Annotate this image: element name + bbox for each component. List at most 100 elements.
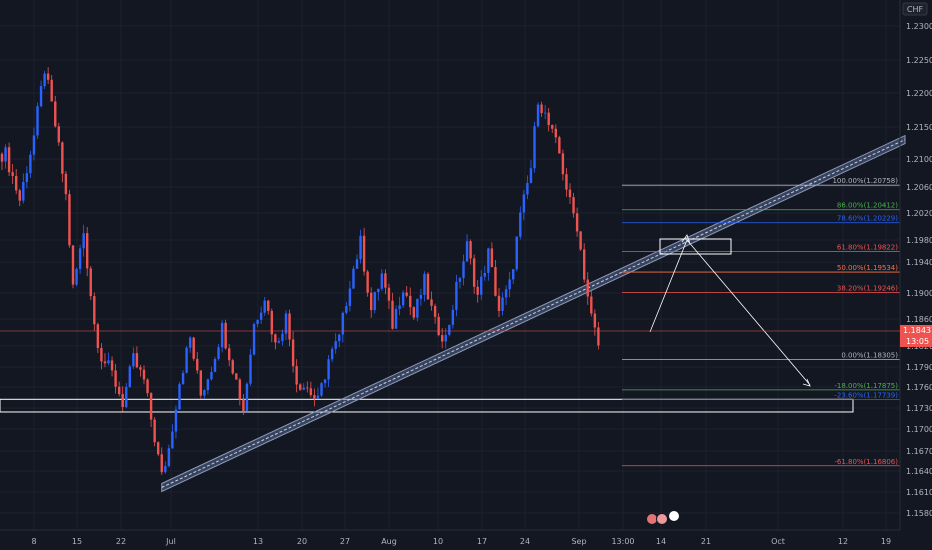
candle-body: [526, 182, 529, 195]
candle-body: [25, 173, 29, 183]
x-tick-label: 24: [520, 537, 530, 546]
x-tick-label: 15: [72, 537, 82, 546]
candle-body: [89, 268, 92, 297]
candle-body: [125, 386, 128, 407]
candle-body: [401, 292, 405, 306]
y-tick-label: 1.17300: [906, 404, 932, 413]
candle-body: [181, 372, 185, 385]
candle-body: [444, 334, 447, 342]
currency-badge[interactable]: [902, 2, 928, 16]
candle-body: [426, 273, 430, 300]
trend-channel[interactable]: [161, 134, 906, 493]
candle-body: [164, 466, 167, 473]
y-tick-label: 1.23000: [906, 22, 932, 31]
candle-body: [597, 327, 600, 346]
candle-body: [416, 298, 419, 318]
candle-body: [568, 189, 572, 198]
candle-body: [210, 371, 213, 380]
candle-body: [238, 379, 242, 400]
fib-levels[interactable]: 100.00%(1.20758) 86.00%(1.20412) 78.60%(1.…: [622, 177, 900, 467]
candle-body: [586, 279, 589, 297]
candle-body: [494, 267, 497, 296]
fib-label: -18.00%(1.17875): [834, 382, 898, 390]
candle-body: [476, 286, 479, 295]
candle-body: [46, 73, 50, 80]
candle-body: [565, 174, 568, 190]
candle-body: [39, 86, 43, 107]
event-badges[interactable]: [646, 510, 680, 525]
candle-body: [149, 393, 153, 420]
support-zone[interactable]: [0, 398, 854, 413]
candle-body: [228, 348, 231, 361]
candle-body: [284, 313, 288, 334]
candle-body: [277, 340, 281, 343]
candle-body: [185, 347, 188, 373]
candles: [0, 67, 600, 475]
candle-body: [462, 261, 465, 279]
countdown-value: 13:05: [906, 337, 929, 346]
projection-path[interactable]: [649, 234, 811, 387]
candle-body: [522, 194, 526, 213]
x-tick-label: 19: [881, 537, 891, 546]
candle-body: [469, 241, 472, 259]
candle-body: [171, 431, 174, 449]
candle-body: [338, 334, 341, 342]
candle-body: [32, 135, 36, 155]
candle-body: [167, 448, 171, 467]
y-tick-label: 1.18600: [906, 315, 932, 324]
candle-body: [437, 316, 440, 336]
candle-body: [281, 333, 284, 341]
candle-body: [536, 104, 540, 127]
candle-body: [68, 194, 71, 246]
candle-body: [57, 126, 60, 143]
candle-body: [405, 292, 408, 296]
event-badge-icon[interactable]: [668, 510, 680, 522]
candle-body: [515, 236, 518, 270]
candle-body: [263, 300, 266, 313]
candle-body: [441, 335, 444, 342]
target-box[interactable]: [659, 238, 732, 255]
candle-body: [256, 319, 259, 325]
candle-body: [409, 295, 412, 308]
candle-body: [558, 137, 561, 154]
candle-body: [458, 278, 462, 282]
candle-body: [487, 248, 490, 273]
candle-body: [36, 106, 39, 136]
candle-body: [579, 231, 582, 250]
candle-body: [387, 287, 391, 301]
x-tick-label: 14: [656, 537, 666, 546]
candle-body: [82, 233, 85, 249]
candle-body: [288, 313, 291, 340]
candle-body: [174, 409, 178, 432]
event-badge-icon[interactable]: [646, 513, 658, 525]
candle-body: [547, 112, 550, 126]
candle-body: [86, 233, 89, 269]
candle-body: [309, 388, 313, 396]
candle-body: [419, 294, 423, 299]
candle-body: [398, 305, 401, 309]
x-tick-label: 20: [297, 537, 307, 546]
candle-body: [302, 387, 305, 390]
candle-body: [529, 168, 533, 183]
candle-body: [267, 300, 270, 311]
candle-body: [4, 147, 7, 162]
candle-body: [245, 383, 249, 412]
candle-body: [153, 419, 156, 443]
y-tick-label: 1.16700: [906, 447, 932, 456]
time-axis[interactable]: 8 15 22 Jul 13 20 27 Aug 10 17 24 Sep 13:00 14 21 Oct 12…: [0, 529, 900, 546]
candle-body: [259, 312, 263, 320]
y-tick-label: 1.17600: [906, 383, 932, 392]
candle-body: [135, 353, 139, 368]
price-axis[interactable]: CHF 1.23000 1.22500 1.22000 1.21500 1.21000 1…: [899, 0, 932, 530]
candle-body: [220, 322, 224, 348]
event-badge-icon[interactable]: [656, 513, 668, 525]
candle-body: [373, 292, 376, 311]
candle-body: [231, 360, 234, 374]
candle-body: [96, 324, 100, 348]
candle-body: [508, 279, 511, 290]
y-tick-label: 1.20200: [906, 209, 932, 218]
y-tick-label: 1.21000: [906, 155, 932, 164]
